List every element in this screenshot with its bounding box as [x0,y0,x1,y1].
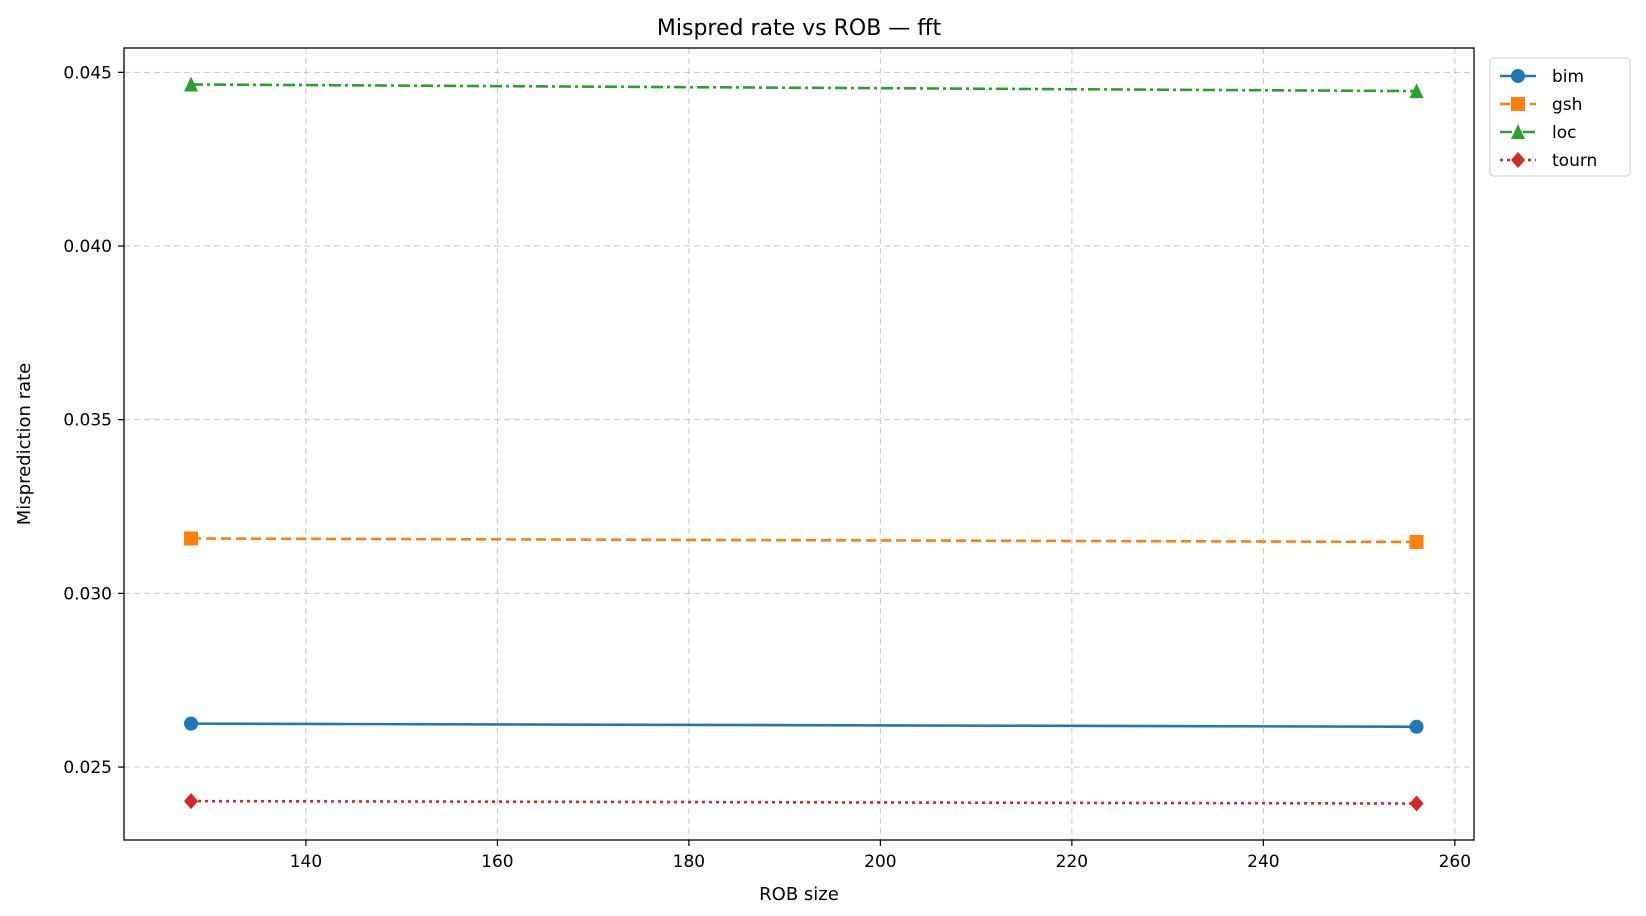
series-line-loc [191,83,1417,93]
y-tick-label: 0.040 [63,237,112,257]
grid [124,48,1474,840]
legend-item-gsh: gsh [1500,95,1582,115]
legend-item-tourn: tourn [1500,151,1597,171]
legend-box [1489,57,1631,177]
series-line-tourn [191,799,1417,805]
x-axis-label: ROB size [759,884,839,905]
data-point-loc [1409,83,1424,99]
series-line-gsh [191,537,1417,544]
series-gsh [184,531,1424,549]
y-tick-label: 0.030 [63,584,112,604]
data-point-tourn [184,793,199,810]
y-axis: 0.025 0.030 0.035 0.040 0.045 [63,63,124,778]
legend-label: tourn [1552,151,1597,171]
plot-frame [123,47,1475,841]
x-axis: 140 160 180 200 220 240 260 [290,840,1471,872]
legend-marker [1511,124,1525,139]
series-tourn [184,793,1424,812]
y-axis-label: Misprediction rate [14,363,35,526]
y-tick-label: 0.035 [63,411,112,431]
data-point-gsh [1409,534,1424,549]
data-point-bim [1409,719,1424,734]
x-tick-label: 200 [864,852,896,872]
legend: bim gsh loc tourn [1489,57,1631,177]
x-tick-label: 140 [290,852,322,872]
legend-marker [1511,152,1525,168]
chart-title: Mispred rate vs ROB — fft [657,16,942,41]
legend-item-loc: loc [1500,123,1576,143]
legend-label: loc [1552,123,1576,143]
legend-label: gsh [1552,95,1582,115]
x-tick-label: 260 [1439,852,1471,872]
data-point-tourn [1409,795,1424,812]
x-tick-label: 220 [1056,852,1088,872]
data-point-loc [184,76,199,92]
series-bim [184,716,1424,734]
x-tick-label: 180 [673,852,705,872]
y-tick-label: 0.045 [63,63,112,83]
x-tick-label: 240 [1247,852,1279,872]
series-loc [184,76,1424,99]
x-tick-label: 160 [481,852,513,872]
data-point-gsh [184,531,199,546]
legend-label: bim [1552,67,1584,87]
data-point-bim [184,716,199,731]
y-tick-label: 0.025 [63,758,112,778]
legend-marker [1511,97,1525,111]
series-line-bim [191,722,1417,729]
legend-item-bim: bim [1500,67,1584,87]
legend-marker [1511,69,1525,83]
series-layer [184,76,1424,812]
